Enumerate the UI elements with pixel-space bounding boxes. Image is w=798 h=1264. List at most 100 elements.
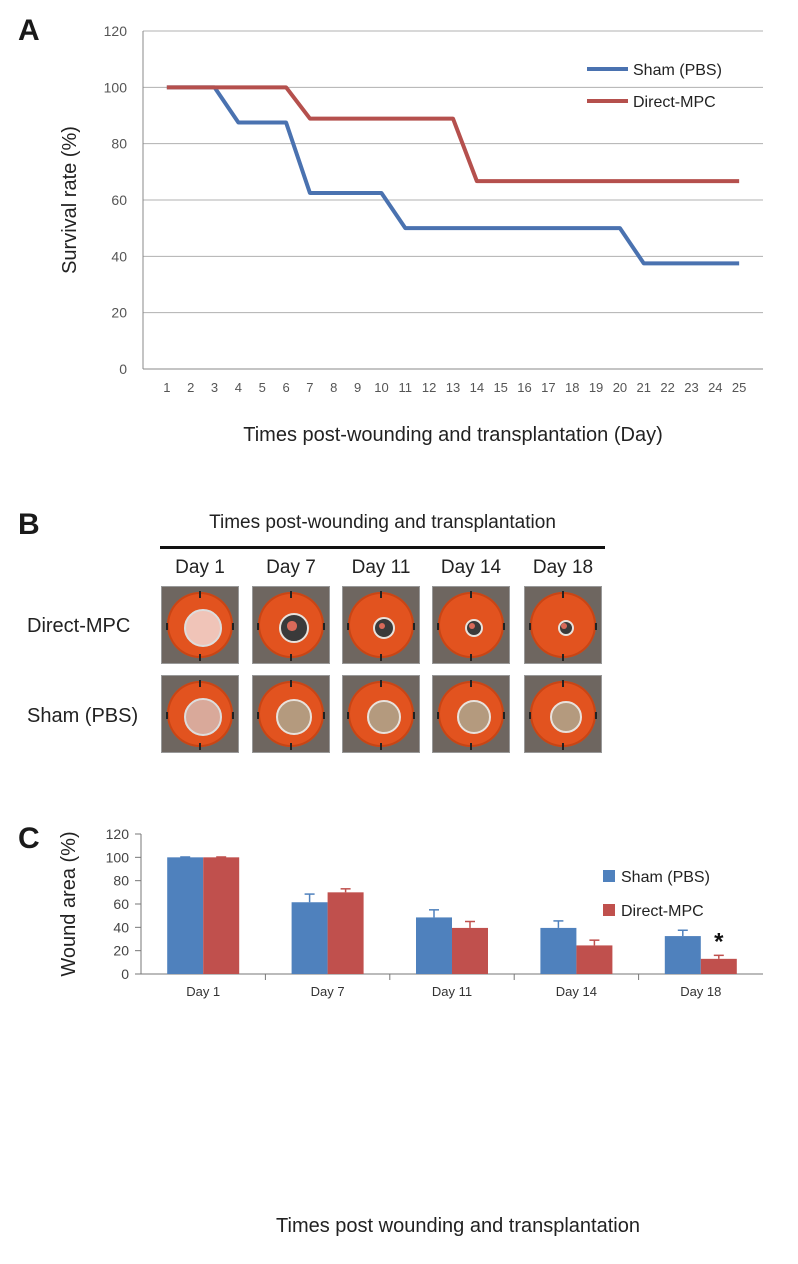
suture-mark [470, 654, 472, 661]
bar-direct-mpc [327, 892, 364, 974]
y-tick-label: 40 [113, 919, 129, 935]
suture-mark [529, 712, 531, 719]
suture-mark [290, 743, 292, 750]
legend-swatch [603, 870, 615, 882]
suture-mark [166, 712, 168, 719]
suture-mark [413, 712, 415, 719]
suture-mark [347, 712, 349, 719]
panel-b-letter: B [18, 508, 40, 541]
y-tick-label: 40 [111, 248, 127, 264]
wound-area [184, 609, 222, 647]
suture-mark [380, 743, 382, 750]
series-line-direct-mpc [166, 85, 740, 184]
wound-area [276, 699, 312, 735]
x-tick-label: 20 [613, 380, 627, 395]
y-tick-label: 0 [121, 966, 129, 982]
x-tick-label: Day 14 [556, 984, 597, 999]
x-tick-label: 21 [637, 380, 651, 395]
suture-mark [470, 591, 472, 598]
suture-mark [562, 654, 564, 661]
x-axis-title: Times post wounding and transplantation [276, 1215, 640, 1237]
suture-mark [562, 680, 564, 687]
suture-mark [595, 712, 597, 719]
x-tick-label: 9 [354, 380, 361, 395]
x-tick-label: 19 [589, 380, 603, 395]
wound-core [378, 622, 386, 630]
suture-mark [199, 591, 201, 598]
suture-mark [232, 623, 234, 630]
wound-photo [432, 675, 510, 753]
suture-mark [413, 623, 415, 630]
wound-area [457, 700, 491, 734]
suture-mark [347, 623, 349, 630]
bar-sham [416, 917, 452, 974]
suture-mark [199, 743, 201, 750]
suture-mark [323, 712, 325, 719]
bar-sham [291, 902, 328, 974]
bar-direct-mpc [576, 945, 613, 974]
x-tick-label: 8 [330, 380, 337, 395]
y-tick-label: 20 [113, 943, 129, 959]
x-tick-label: 17 [541, 380, 555, 395]
x-axis-title: Times post-wounding and transplantation … [243, 424, 662, 446]
suture-mark [470, 743, 472, 750]
wound-photo-grid: Times post-wounding and transplantation … [0, 500, 798, 760]
suture-mark [257, 712, 259, 719]
legend-label: Sham (PBS) [621, 869, 710, 886]
x-tick-label: 2 [187, 380, 194, 395]
row-label-sham: Sham (PBS) [27, 705, 139, 727]
x-tick-label: Day 7 [311, 984, 345, 999]
row-label-direct-mpc: Direct-MPC [27, 615, 131, 637]
day-column-label: Day 7 [266, 557, 316, 578]
x-tick-label: 25 [732, 380, 746, 395]
y-axis-title: Survival rate (%) [59, 126, 81, 274]
suture-mark [257, 623, 259, 630]
suture-mark [503, 712, 505, 719]
wound-area [184, 698, 222, 736]
suture-mark [437, 712, 439, 719]
suture-mark [199, 680, 201, 687]
suture-mark [562, 743, 564, 750]
x-tick-label: 14 [470, 380, 484, 395]
legend-label: Sham (PBS) [633, 62, 722, 79]
wound-photo [342, 586, 420, 664]
suture-mark [562, 591, 564, 598]
x-tick-label: 1 [163, 380, 170, 395]
legend-label: Direct-MPC [621, 903, 704, 920]
y-tick-label: 120 [104, 23, 128, 39]
wound-photo [524, 675, 602, 753]
suture-mark [380, 591, 382, 598]
suture-mark [199, 654, 201, 661]
y-tick-label: 80 [113, 873, 129, 889]
y-tick-label: 20 [111, 305, 127, 321]
significance-marker: * [714, 928, 724, 955]
panel-c-letter: C [18, 822, 40, 855]
y-tick-label: 100 [106, 849, 130, 865]
bar-sham [540, 927, 577, 974]
suture-mark [232, 712, 234, 719]
suture-mark [595, 623, 597, 630]
panel-a-letter: A [18, 14, 40, 47]
x-tick-label: 24 [708, 380, 722, 395]
x-tick-label: Day 11 [432, 984, 472, 999]
x-tick-label: 16 [517, 380, 531, 395]
day-column-label: Day 1 [175, 557, 225, 578]
x-tick-label: 4 [235, 380, 242, 395]
wound-area-bar-chart: 0 20 40 60 80 100 120 Day 1 Day 7 Day 11 Day 14 Day… [58, 826, 763, 1237]
y-tick-label: 100 [104, 79, 128, 95]
x-tick-label: 7 [306, 380, 313, 395]
wound-photo [161, 586, 239, 664]
wound-photo [252, 675, 330, 753]
suture-mark [290, 654, 292, 661]
photo-grid-title: Times post-wounding and transplantation [209, 512, 556, 533]
suture-mark [323, 623, 325, 630]
bar-direct-mpc [203, 857, 240, 974]
x-tick-label: 18 [565, 380, 579, 395]
day-column-label: Day 11 [351, 557, 411, 578]
y-tick-label: 60 [111, 192, 127, 208]
y-axis-title: Wound area (%) [58, 831, 80, 976]
x-tick-label: Day 1 [186, 984, 220, 999]
bar-direct-mpc [700, 958, 737, 974]
x-tick-label: 11 [399, 380, 413, 395]
